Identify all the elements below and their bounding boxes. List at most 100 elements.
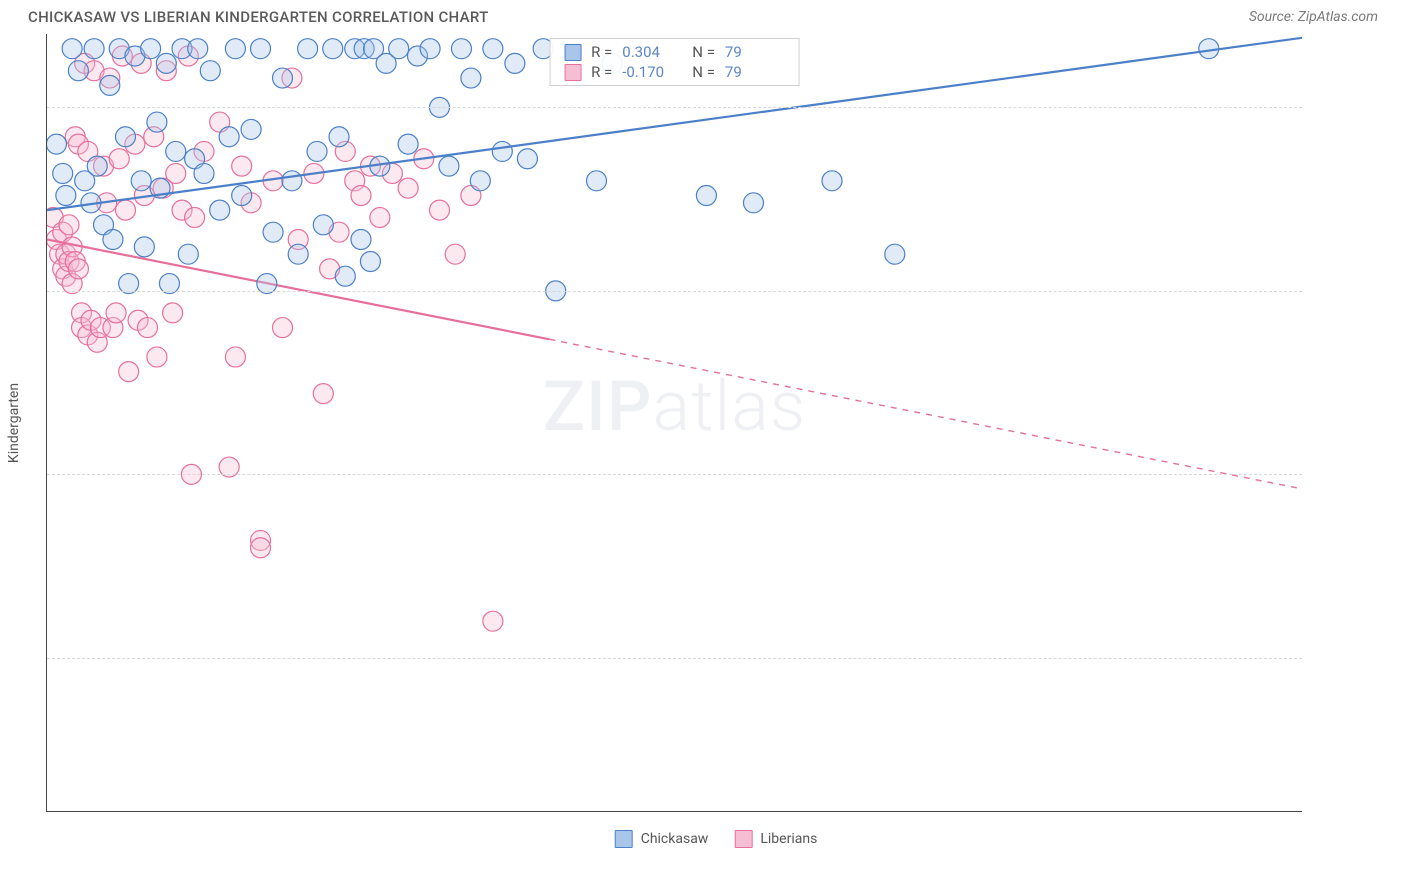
data-point-liberians: [144, 127, 164, 147]
data-point-chickasaw: [94, 215, 114, 235]
data-point-liberians: [166, 163, 186, 183]
data-point-liberians: [251, 530, 271, 550]
data-point-chickasaw: [470, 171, 490, 191]
y-axis-title: Kindergarten: [6, 383, 22, 463]
r-label: R =: [591, 43, 612, 61]
n-value: 79: [725, 63, 785, 81]
data-point-liberians: [329, 222, 349, 242]
data-point-chickasaw: [116, 127, 136, 147]
data-point-liberians: [75, 53, 95, 73]
data-point-liberians: [94, 156, 114, 176]
data-point-chickasaw: [370, 156, 390, 176]
x-tick: [675, 811, 676, 812]
data-point-liberians: [56, 266, 76, 286]
grid-line: [47, 291, 1302, 292]
data-point-chickasaw: [68, 61, 88, 81]
legend-swatch-icon: [564, 44, 581, 61]
x-tick: [47, 811, 48, 812]
scatter-plot: ZIPatlas R =0.304N =79R =-0.170N =79 92.…: [46, 34, 1302, 812]
data-point-liberians: [125, 134, 145, 154]
data-point-chickasaw: [323, 39, 343, 59]
data-point-liberians: [68, 259, 88, 279]
data-point-liberians: [97, 193, 117, 213]
data-point-chickasaw: [696, 185, 716, 205]
data-point-liberians: [65, 127, 85, 147]
data-point-liberians: [335, 141, 355, 161]
data-point-chickasaw: [313, 215, 333, 235]
data-point-liberians: [134, 185, 154, 205]
data-point-chickasaw: [251, 39, 271, 59]
data-point-liberians: [320, 259, 340, 279]
data-point-liberians: [56, 244, 76, 264]
data-point-liberians: [304, 163, 324, 183]
n-value: 79: [725, 43, 785, 61]
grid-line: [47, 474, 1302, 475]
data-point-chickasaw: [156, 53, 176, 73]
data-point-chickasaw: [360, 252, 380, 272]
data-point-liberians: [62, 237, 82, 257]
data-point-chickasaw: [398, 134, 418, 154]
data-point-chickasaw: [505, 53, 525, 73]
data-point-liberians: [263, 171, 283, 191]
data-point-liberians: [483, 611, 503, 631]
chart-svg-layer: [47, 34, 1302, 812]
x-tick: [549, 811, 550, 812]
data-point-liberians: [194, 141, 214, 161]
data-point-chickasaw: [354, 39, 374, 59]
data-point-chickasaw: [241, 119, 261, 139]
data-point-liberians: [128, 310, 148, 330]
data-point-chickasaw: [273, 68, 293, 88]
data-point-chickasaw: [282, 171, 302, 191]
data-point-liberians: [351, 185, 371, 205]
data-point-liberians: [225, 347, 245, 367]
data-point-liberians: [163, 303, 183, 323]
data-point-liberians: [414, 149, 434, 169]
watermark: ZIPatlas: [543, 366, 807, 448]
data-point-chickasaw: [389, 39, 409, 59]
data-point-chickasaw: [219, 127, 239, 147]
data-point-chickasaw: [885, 244, 905, 264]
correlation-row-liberians: R =-0.170N =79: [550, 62, 799, 82]
data-point-liberians: [87, 332, 107, 352]
data-point-chickasaw: [1199, 39, 1219, 59]
data-point-liberians: [90, 318, 110, 338]
x-tick: [926, 811, 927, 812]
data-point-chickasaw: [47, 134, 66, 154]
legend-item-chickasaw: Chickasaw: [615, 830, 709, 848]
trend-line-extrapolated-liberians: [549, 339, 1302, 489]
chart-title: CHICKASAW VS LIBERIAN KINDERGARTEN CORRE…: [28, 8, 489, 26]
data-point-liberians: [72, 318, 92, 338]
data-point-liberians: [251, 538, 271, 558]
legend-item-liberians: Liberians: [734, 830, 817, 848]
legend: Chickasaw Liberians: [615, 830, 818, 848]
data-point-chickasaw: [587, 171, 607, 191]
data-point-chickasaw: [185, 149, 205, 169]
data-point-liberians: [153, 178, 173, 198]
data-point-liberians: [119, 362, 139, 382]
data-point-chickasaw: [103, 230, 123, 250]
data-point-chickasaw: [172, 39, 192, 59]
data-point-chickasaw: [210, 200, 230, 220]
data-point-chickasaw: [225, 39, 245, 59]
x-tick: [801, 811, 802, 812]
x-tick: [1052, 811, 1053, 812]
data-point-chickasaw: [288, 244, 308, 264]
data-point-liberians: [72, 303, 92, 323]
data-point-liberians: [116, 200, 136, 220]
data-point-chickasaw: [56, 185, 76, 205]
data-point-chickasaw: [408, 46, 428, 66]
data-point-chickasaw: [109, 39, 129, 59]
x-tick: [173, 811, 174, 812]
trend-line-liberians: [47, 240, 549, 340]
data-point-liberians: [47, 207, 63, 227]
legend-swatch-icon: [615, 830, 633, 848]
data-point-chickasaw: [517, 149, 537, 169]
data-point-liberians: [232, 156, 252, 176]
data-point-liberians: [172, 200, 192, 220]
data-point-liberians: [84, 61, 104, 81]
data-point-liberians: [53, 222, 73, 242]
data-point-chickasaw: [744, 193, 764, 213]
data-point-liberians: [210, 112, 230, 132]
data-point-liberians: [282, 68, 302, 88]
data-point-chickasaw: [345, 39, 365, 59]
